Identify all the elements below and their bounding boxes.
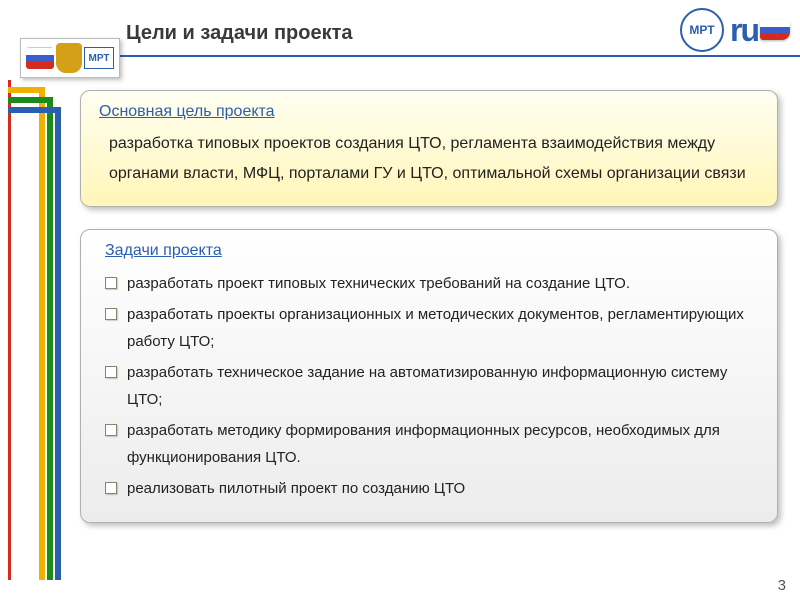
task-item: разработать методику формирования информ…: [101, 417, 759, 471]
emblem-flag-icon: [26, 47, 54, 69]
page-title: Цели и задачи проекта: [126, 22, 353, 45]
goal-box: Основная цель проекта разработка типовых…: [80, 90, 778, 207]
task-item: разработать техническое задание на автом…: [101, 359, 759, 413]
ru-label: ru: [730, 12, 758, 49]
header-logos: МРТ ru: [680, 8, 790, 52]
left-emblem-badge: МРТ: [20, 38, 120, 78]
coat-of-arms-icon: [56, 43, 82, 73]
task-item: реализовать пилотный проект по созданию …: [101, 475, 759, 502]
tasks-title: Задачи проекта: [105, 242, 759, 260]
page-number: 3: [778, 577, 786, 594]
goal-text: разработка типовых проектов создания ЦТО…: [99, 129, 759, 190]
task-item: разработать проект типовых технических т…: [101, 270, 759, 297]
mrt-logo-icon: МРТ: [680, 8, 724, 52]
header-separator: [110, 55, 800, 57]
tasks-box: Задачи проекта разработать проект типовы…: [80, 229, 778, 523]
goal-title: Основная цель проекта: [99, 103, 759, 121]
task-item: разработать проекты организационных и ме…: [101, 301, 759, 355]
ru-logo: ru: [730, 12, 790, 49]
content-area: Основная цель проекта разработка типовых…: [80, 90, 778, 523]
tasks-list: разработать проект типовых технических т…: [101, 270, 759, 502]
russian-flag-icon: [760, 20, 790, 40]
emblem-mrt-icon: МРТ: [84, 47, 114, 69]
decorative-stripes: [8, 80, 68, 140]
